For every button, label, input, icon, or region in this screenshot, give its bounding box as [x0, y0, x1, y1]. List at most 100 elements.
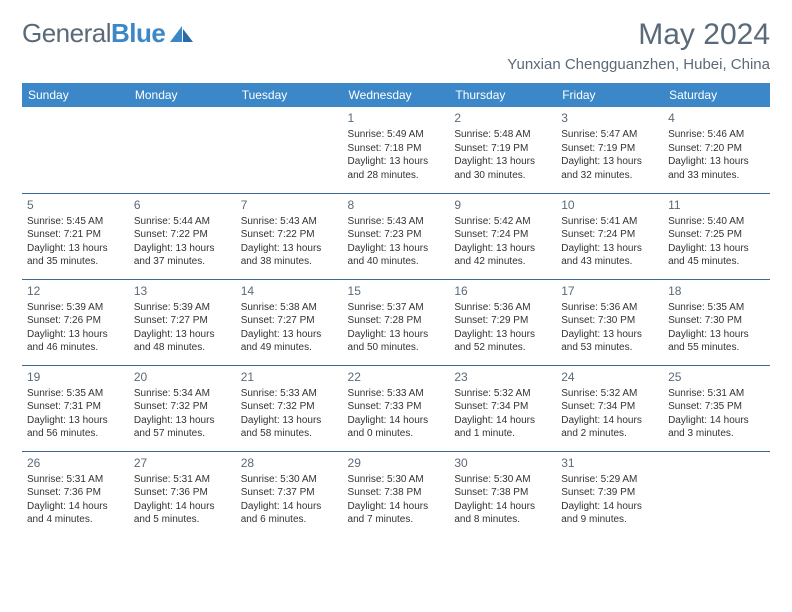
- month-title: May 2024: [507, 18, 770, 52]
- calendar-week: 1Sunrise: 5:49 AMSunset: 7:18 PMDaylight…: [22, 107, 770, 193]
- brand-general: General: [22, 18, 111, 48]
- daylight-text: Daylight: 13 hours and 42 minutes.: [454, 242, 551, 269]
- calendar-cell: 6Sunrise: 5:44 AMSunset: 7:22 PMDaylight…: [129, 193, 236, 279]
- day-number: 1: [348, 110, 445, 126]
- sunset-text: Sunset: 7:36 PM: [134, 486, 231, 500]
- calendar-cell: 19Sunrise: 5:35 AMSunset: 7:31 PMDayligh…: [22, 365, 129, 451]
- sunset-text: Sunset: 7:26 PM: [27, 314, 124, 328]
- calendar-cell: 28 Sunrise: 5:30 AMSunset: 7:37 PMDayligh…: [236, 451, 343, 537]
- calendar-cell: 25 Sunrise: 5:31 AMSunset: 7:35 PMDayligh…: [663, 365, 770, 451]
- day-header: Monday: [129, 83, 236, 107]
- sunrise-text: Sunrise: 5:30 AM: [454, 473, 551, 487]
- calendar-cell: 29Sunrise: 5:30 AMSunset: 7:38 PMDayligh…: [343, 451, 450, 537]
- day-number: 10: [561, 197, 658, 213]
- sunrise-text: Sunrise: 5:30 AM: [241, 473, 338, 487]
- day-header: Saturday: [663, 83, 770, 107]
- sunrise-text: Sunrise: 5:41 AM: [561, 215, 658, 229]
- calendar-cell: [22, 107, 129, 193]
- day-number: 24: [561, 369, 658, 385]
- day-number: 8: [348, 197, 445, 213]
- sunset-text: Sunset: 7:32 PM: [241, 400, 338, 414]
- calendar-cell: [663, 451, 770, 537]
- day-number: 11: [668, 197, 765, 213]
- day-number: 13: [134, 283, 231, 299]
- day-number: 4: [668, 110, 765, 126]
- calendar-cell: 2Sunrise: 5:48 AMSunset: 7:19 PMDaylight…: [449, 107, 556, 193]
- day-number: 31: [561, 455, 658, 471]
- sunrise-text: Sunrise: 5:39 AM: [134, 301, 231, 315]
- sunrise-text: Sunrise: 5:34 AM: [134, 387, 231, 401]
- day-number: 26: [27, 455, 124, 471]
- sunset-text: Sunset: 7:35 PM: [668, 400, 765, 414]
- calendar-cell: 5Sunrise: 5:45 AMSunset: 7:21 PMDaylight…: [22, 193, 129, 279]
- sunrise-text: Sunrise: 5:33 AM: [348, 387, 445, 401]
- day-number: 25: [668, 369, 765, 385]
- calendar-cell: 26Sunrise: 5:31 AMSunset: 7:36 PMDayligh…: [22, 451, 129, 537]
- sunset-text: Sunset: 7:39 PM: [561, 486, 658, 500]
- location-subtitle: Yunxian Chengguanzhen, Hubei, China: [507, 56, 770, 73]
- day-header: Friday: [556, 83, 663, 107]
- day-header: Sunday: [22, 83, 129, 107]
- calendar-table: SundayMondayTuesdayWednesdayThursdayFrid…: [22, 83, 770, 537]
- calendar-cell: 9Sunrise: 5:42 AMSunset: 7:24 PMDaylight…: [449, 193, 556, 279]
- day-number: 18: [668, 283, 765, 299]
- sunrise-text: Sunrise: 5:44 AM: [134, 215, 231, 229]
- sunset-text: Sunset: 7:38 PM: [454, 486, 551, 500]
- daylight-text: Daylight: 14 hours and 9 minutes.: [561, 500, 658, 527]
- sunrise-text: Sunrise: 5:49 AM: [348, 128, 445, 142]
- sunrise-text: Sunrise: 5:32 AM: [561, 387, 658, 401]
- calendar-cell: 12Sunrise: 5:39 AMSunset: 7:26 PMDayligh…: [22, 279, 129, 365]
- sunrise-text: Sunrise: 5:38 AM: [241, 301, 338, 315]
- sunset-text: Sunset: 7:25 PM: [668, 228, 765, 242]
- day-number: 7: [241, 197, 338, 213]
- sunset-text: Sunset: 7:27 PM: [134, 314, 231, 328]
- calendar-cell: 11Sunrise: 5:40 AMSunset: 7:25 PMDayligh…: [663, 193, 770, 279]
- day-number: 3: [561, 110, 658, 126]
- sunset-text: Sunset: 7:23 PM: [348, 228, 445, 242]
- day-number: 21: [241, 369, 338, 385]
- sunset-text: Sunset: 7:19 PM: [454, 142, 551, 156]
- daylight-text: Daylight: 13 hours and 37 minutes.: [134, 242, 231, 269]
- calendar-cell: 27Sunrise: 5:31 AMSunset: 7:36 PMDayligh…: [129, 451, 236, 537]
- calendar-cell: 8Sunrise: 5:43 AMSunset: 7:23 PMDaylight…: [343, 193, 450, 279]
- daylight-text: Daylight: 14 hours and 1 minute.: [454, 414, 551, 441]
- daylight-text: Daylight: 14 hours and 5 minutes.: [134, 500, 231, 527]
- sunset-text: Sunset: 7:37 PM: [241, 486, 338, 500]
- daylight-text: Daylight: 13 hours and 32 minutes.: [561, 155, 658, 182]
- sunset-text: Sunset: 7:29 PM: [454, 314, 551, 328]
- calendar-cell: 16Sunrise: 5:36 AMSunset: 7:29 PMDayligh…: [449, 279, 556, 365]
- calendar-week: 19Sunrise: 5:35 AMSunset: 7:31 PMDayligh…: [22, 365, 770, 451]
- sunrise-text: Sunrise: 5:42 AM: [454, 215, 551, 229]
- calendar-cell: 30Sunrise: 5:30 AMSunset: 7:38 PMDayligh…: [449, 451, 556, 537]
- page-header: GeneralBlue May 2024 Yunxian Chengguanzh…: [22, 18, 770, 73]
- daylight-text: Daylight: 14 hours and 3 minutes.: [668, 414, 765, 441]
- daylight-text: Daylight: 13 hours and 30 minutes.: [454, 155, 551, 182]
- daylight-text: Daylight: 13 hours and 52 minutes.: [454, 328, 551, 355]
- calendar-week: 26Sunrise: 5:31 AMSunset: 7:36 PMDayligh…: [22, 451, 770, 537]
- calendar-cell: 20Sunrise: 5:34 AMSunset: 7:32 PMDayligh…: [129, 365, 236, 451]
- daylight-text: Daylight: 14 hours and 8 minutes.: [454, 500, 551, 527]
- daylight-text: Daylight: 13 hours and 33 minutes.: [668, 155, 765, 182]
- day-number: 5: [27, 197, 124, 213]
- sunset-text: Sunset: 7:22 PM: [241, 228, 338, 242]
- sunrise-text: Sunrise: 5:36 AM: [561, 301, 658, 315]
- sunset-text: Sunset: 7:19 PM: [561, 142, 658, 156]
- daylight-text: Daylight: 13 hours and 43 minutes.: [561, 242, 658, 269]
- daylight-text: Daylight: 14 hours and 2 minutes.: [561, 414, 658, 441]
- sunrise-text: Sunrise: 5:35 AM: [27, 387, 124, 401]
- day-number: 28: [241, 455, 338, 471]
- brand-logo: GeneralBlue: [22, 18, 195, 49]
- calendar-cell: 23Sunrise: 5:32 AMSunset: 7:34 PMDayligh…: [449, 365, 556, 451]
- sunset-text: Sunset: 7:36 PM: [27, 486, 124, 500]
- calendar-cell: 4Sunrise: 5:46 AMSunset: 7:20 PMDaylight…: [663, 107, 770, 193]
- day-number: 14: [241, 283, 338, 299]
- sunset-text: Sunset: 7:28 PM: [348, 314, 445, 328]
- calendar-cell: 21Sunrise: 5:33 AMSunset: 7:32 PMDayligh…: [236, 365, 343, 451]
- sunset-text: Sunset: 7:32 PM: [134, 400, 231, 414]
- sunrise-text: Sunrise: 5:32 AM: [454, 387, 551, 401]
- calendar-cell: 17Sunrise: 5:36 AMSunset: 7:30 PMDayligh…: [556, 279, 663, 365]
- daylight-text: Daylight: 14 hours and 6 minutes.: [241, 500, 338, 527]
- sunrise-text: Sunrise: 5:31 AM: [668, 387, 765, 401]
- sunrise-text: Sunrise: 5:46 AM: [668, 128, 765, 142]
- day-number: 22: [348, 369, 445, 385]
